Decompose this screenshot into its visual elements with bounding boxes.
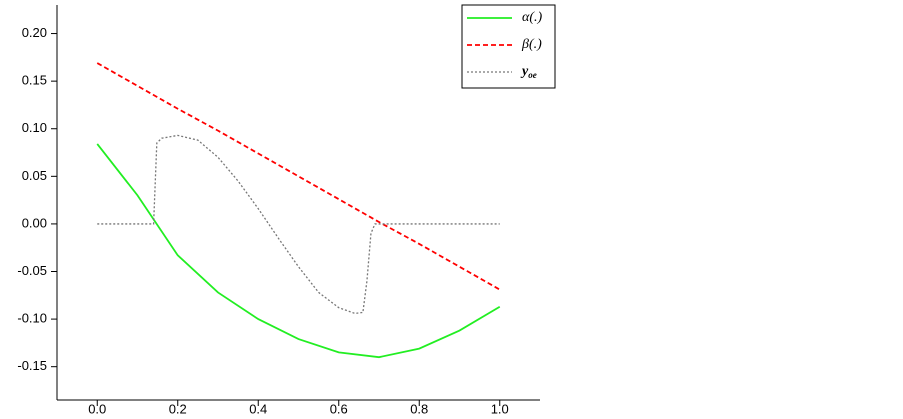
legend-label: yoe (520, 64, 537, 80)
x-tick-label: 0.0 (88, 401, 106, 416)
y-tick-label: 0.00 (22, 215, 47, 230)
y-tick-label: 0.15 (22, 73, 47, 88)
legend-name: β(.) (521, 37, 542, 52)
y-tick-label: -0.15 (17, 358, 47, 373)
legend-name: y (520, 64, 529, 79)
legend-subscript: oe (528, 70, 537, 80)
series-line (96, 143, 501, 359)
y-tick-label: 0.20 (22, 25, 47, 40)
x-tick-label: 0.8 (410, 401, 428, 416)
y-tick-label: -0.10 (17, 311, 47, 326)
x-tick-label: 1.0 (491, 401, 509, 416)
series-line (96, 62, 501, 291)
legend-name: α(.) (522, 10, 543, 25)
y-tick-label: 0.10 (22, 120, 47, 135)
x-tick-label: 0.6 (330, 401, 348, 416)
series-line (97, 134, 500, 315)
x-tick-label: 0.2 (169, 401, 187, 416)
y-tick-label: -0.05 (17, 263, 47, 278)
x-tick-label: 0.4 (249, 401, 267, 416)
legend-label: β(.) (521, 37, 542, 52)
legend-label: α(.) (522, 10, 543, 25)
y-tick-label: 0.05 (22, 168, 47, 183)
